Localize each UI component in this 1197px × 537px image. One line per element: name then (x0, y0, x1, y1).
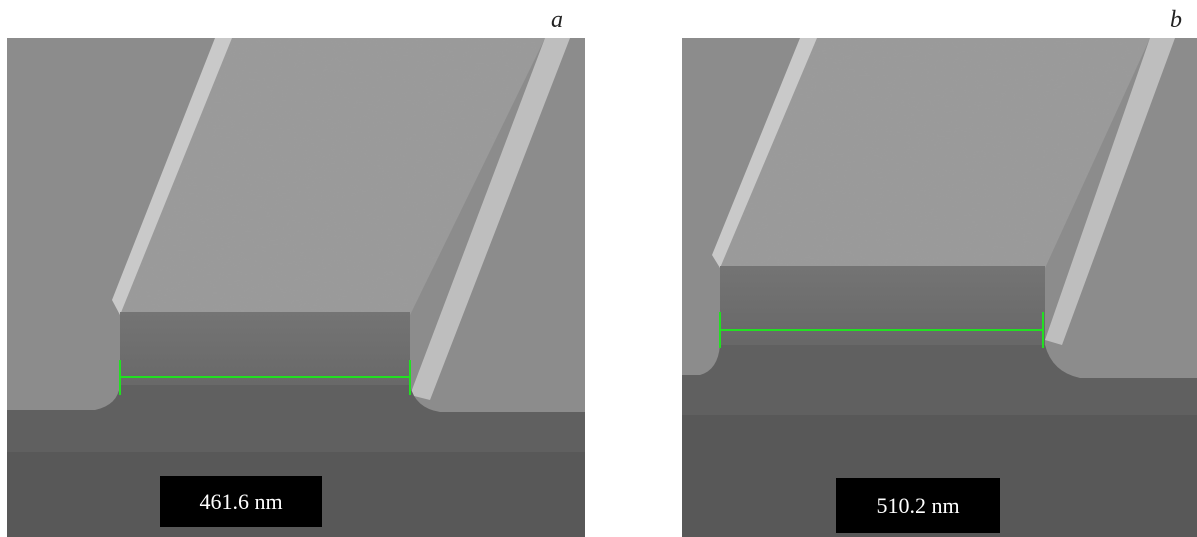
panel-label: b (1170, 7, 1182, 33)
panel-b: 510.2 nm b (682, 7, 1197, 537)
panel-a: 461.6 nm a (7, 7, 585, 537)
panel-label: a (551, 7, 563, 33)
measurement: 510.2 nm (876, 493, 959, 518)
measurement: 461.6 nm (199, 489, 282, 514)
ridge-face (720, 266, 1045, 356)
figure: 461.6 nm a 510.2 nm b (0, 0, 1197, 537)
